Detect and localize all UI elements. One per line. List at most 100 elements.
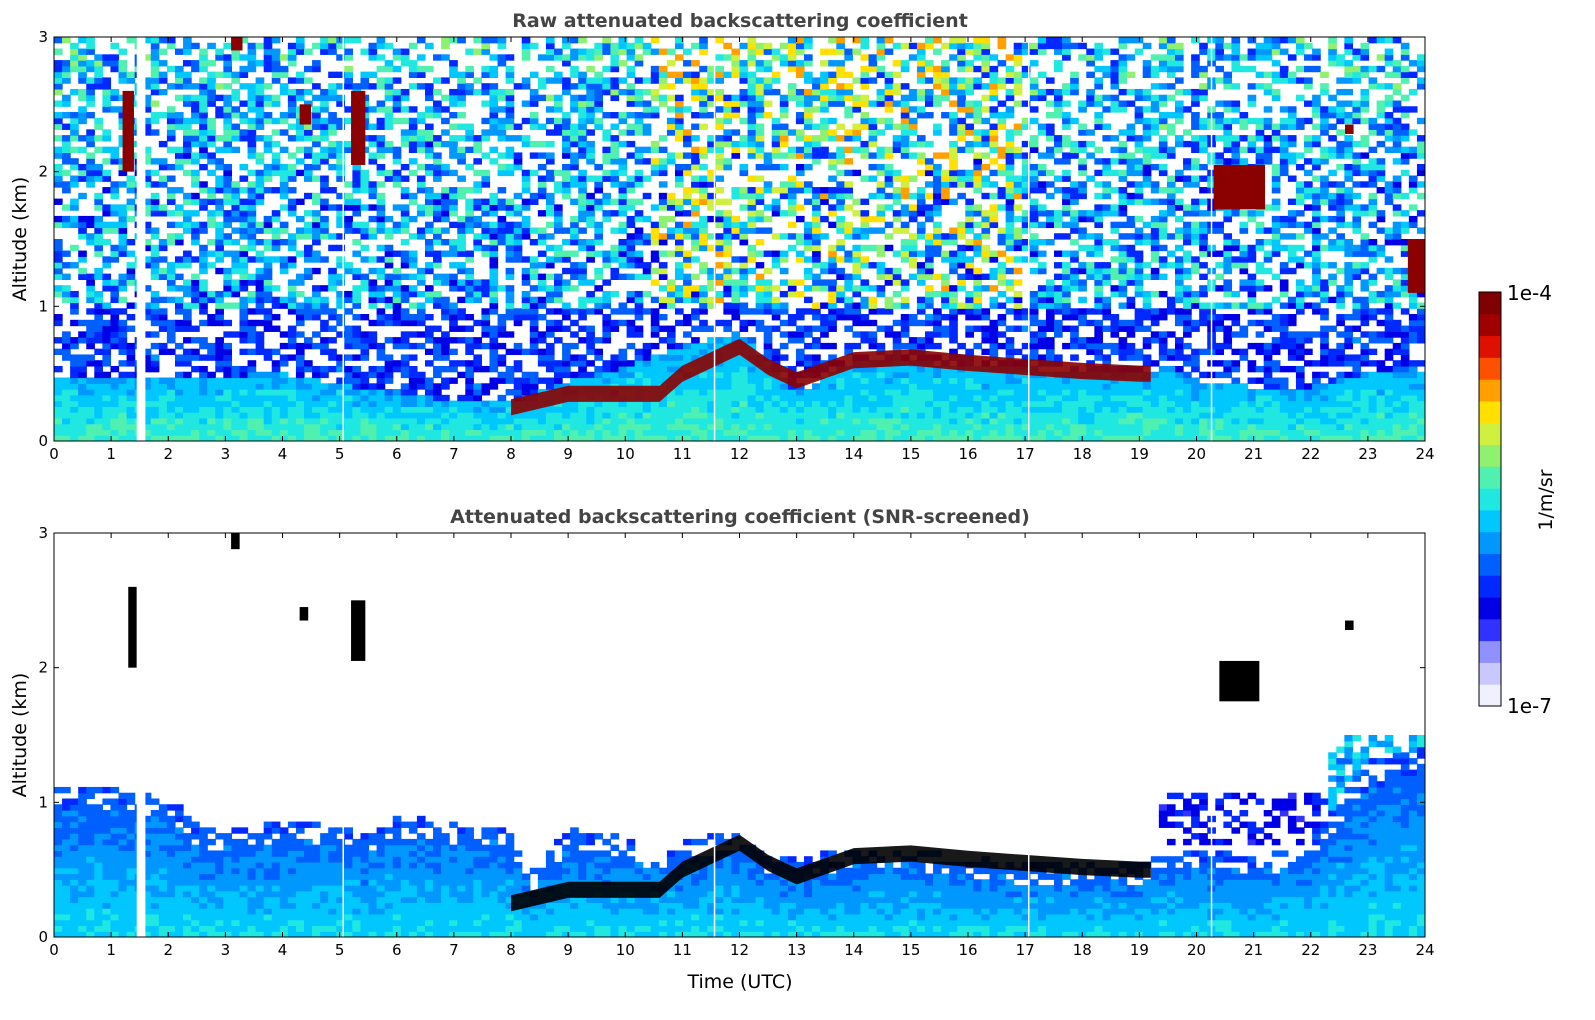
top-heatmap-cell bbox=[844, 412, 853, 419]
top-heatmap-cell bbox=[142, 256, 152, 263]
top-heatmap-cell bbox=[618, 354, 628, 361]
top-heatmap-cell bbox=[529, 140, 539, 148]
top-heatmap-cell bbox=[820, 285, 829, 292]
top-heatmap-cell bbox=[183, 135, 192, 142]
top-heatmap-cell bbox=[78, 423, 87, 431]
top-heatmap-cell bbox=[755, 308, 765, 315]
top-heatmap-cell bbox=[634, 377, 644, 384]
top-heatmap-cell bbox=[578, 435, 587, 441]
top-heatmap-cell bbox=[279, 181, 289, 188]
top-heatmap-cell bbox=[465, 314, 474, 321]
top-heatmap-cell bbox=[231, 406, 241, 413]
top-heatmap-cell bbox=[433, 279, 442, 286]
top-heatmap-cell bbox=[731, 146, 741, 154]
top-heatmap-cell bbox=[126, 262, 136, 269]
top-heatmap-cell bbox=[586, 48, 595, 55]
top-heatmap-cell bbox=[215, 158, 224, 165]
top-heatmap-cell bbox=[174, 383, 184, 390]
top-heatmap-cell bbox=[852, 319, 862, 327]
top-heatmap-cell bbox=[570, 377, 579, 384]
top-heatmap-cell bbox=[384, 285, 394, 292]
top-heatmap-cell bbox=[295, 37, 305, 44]
top-heatmap-cell bbox=[497, 88, 507, 96]
top-heatmap-cell bbox=[884, 77, 894, 84]
top-heatmap-cell bbox=[62, 169, 71, 177]
top-heatmap-cell bbox=[747, 37, 757, 44]
top-heatmap-cell bbox=[892, 169, 902, 177]
top-heatmap-cell bbox=[320, 337, 329, 344]
top-heatmap-cell bbox=[884, 389, 894, 396]
top-heatmap-cell bbox=[263, 354, 273, 361]
top-heatmap-cell bbox=[626, 360, 636, 367]
top-heatmap-cell bbox=[150, 302, 160, 309]
top-heatmap-cell bbox=[836, 244, 845, 252]
top-heatmap-cell bbox=[183, 412, 192, 419]
top-heatmap-cell bbox=[513, 227, 523, 234]
top-heatmap-cell bbox=[279, 192, 289, 200]
top-heatmap-cell bbox=[86, 129, 95, 136]
top-heatmap-cell bbox=[481, 48, 491, 55]
top-heatmap-cell bbox=[529, 331, 539, 338]
top-heatmap-cell bbox=[779, 302, 789, 309]
top-heatmap-cell bbox=[836, 389, 845, 396]
top-heatmap-cell bbox=[424, 239, 434, 246]
top-heatmap-cell bbox=[844, 112, 853, 119]
top-heatmap-cell bbox=[908, 406, 918, 413]
top-heatmap-cell bbox=[570, 135, 579, 142]
top-heatmap-cell bbox=[666, 354, 676, 361]
top-heatmap-cell bbox=[473, 37, 483, 44]
top-heatmap-cell bbox=[336, 331, 345, 338]
top-heatmap-cell bbox=[376, 314, 386, 321]
top-heatmap-cell bbox=[215, 250, 224, 257]
top-heatmap-cell bbox=[441, 210, 450, 217]
top-heatmap-cell bbox=[916, 371, 926, 379]
top-heatmap-cell bbox=[54, 262, 63, 269]
top-heatmap-cell bbox=[126, 354, 136, 361]
top-heatmap-cell bbox=[747, 135, 757, 142]
top-heatmap-cell bbox=[400, 140, 410, 148]
top-heatmap-cell bbox=[715, 94, 724, 102]
top-heatmap-cell bbox=[747, 227, 757, 234]
top-heatmap-cell bbox=[416, 129, 426, 136]
top-heatmap-cell bbox=[150, 389, 160, 396]
top-heatmap-cell bbox=[779, 389, 789, 396]
top-heatmap-cell bbox=[86, 360, 95, 367]
top-heatmap-cell bbox=[183, 210, 192, 217]
top-heatmap-cell bbox=[771, 389, 781, 396]
top-heatmap-cell bbox=[570, 54, 579, 61]
top-heatmap-cell bbox=[795, 354, 805, 361]
top-heatmap-cell bbox=[150, 60, 160, 67]
top-heatmap-cell bbox=[513, 83, 523, 90]
top-heatmap-cell bbox=[295, 389, 305, 396]
top-heatmap-cell bbox=[699, 77, 708, 84]
top-heatmap-cell bbox=[731, 187, 741, 194]
top-heatmap-cell bbox=[755, 88, 765, 96]
top-heatmap-cell bbox=[465, 435, 474, 441]
top-heatmap-cell bbox=[328, 244, 337, 252]
top-heatmap-cell bbox=[183, 290, 192, 298]
top-heatmap-cell bbox=[554, 423, 563, 431]
top-heatmap-cell bbox=[602, 314, 612, 321]
top-heatmap-cell bbox=[320, 412, 329, 419]
top-heatmap-cell bbox=[400, 215, 410, 223]
top-heatmap-cell bbox=[54, 100, 63, 107]
top-heatmap-cell bbox=[691, 256, 700, 263]
top-heatmap-cell bbox=[158, 423, 168, 431]
top-heatmap-cell bbox=[142, 314, 152, 321]
top-heatmap-cell bbox=[215, 210, 224, 217]
top-heatmap-cell bbox=[707, 192, 716, 200]
top-heatmap-cell bbox=[674, 273, 684, 280]
top-heatmap-cell bbox=[320, 187, 329, 194]
top-heatmap-cell bbox=[755, 192, 765, 200]
top-heatmap-cell bbox=[521, 221, 531, 229]
top-heatmap-cell bbox=[908, 233, 918, 240]
top-heatmap-cell bbox=[158, 417, 168, 425]
top-heatmap-cell bbox=[836, 83, 845, 90]
top-heatmap-cell bbox=[287, 342, 297, 350]
top-heatmap-cell bbox=[876, 417, 886, 425]
top-heatmap-cell bbox=[570, 37, 579, 44]
top-heatmap-cell bbox=[554, 377, 563, 384]
top-heatmap-cell bbox=[876, 65, 886, 73]
top-heatmap-cell bbox=[529, 417, 539, 425]
top-heatmap-cell bbox=[126, 377, 136, 384]
